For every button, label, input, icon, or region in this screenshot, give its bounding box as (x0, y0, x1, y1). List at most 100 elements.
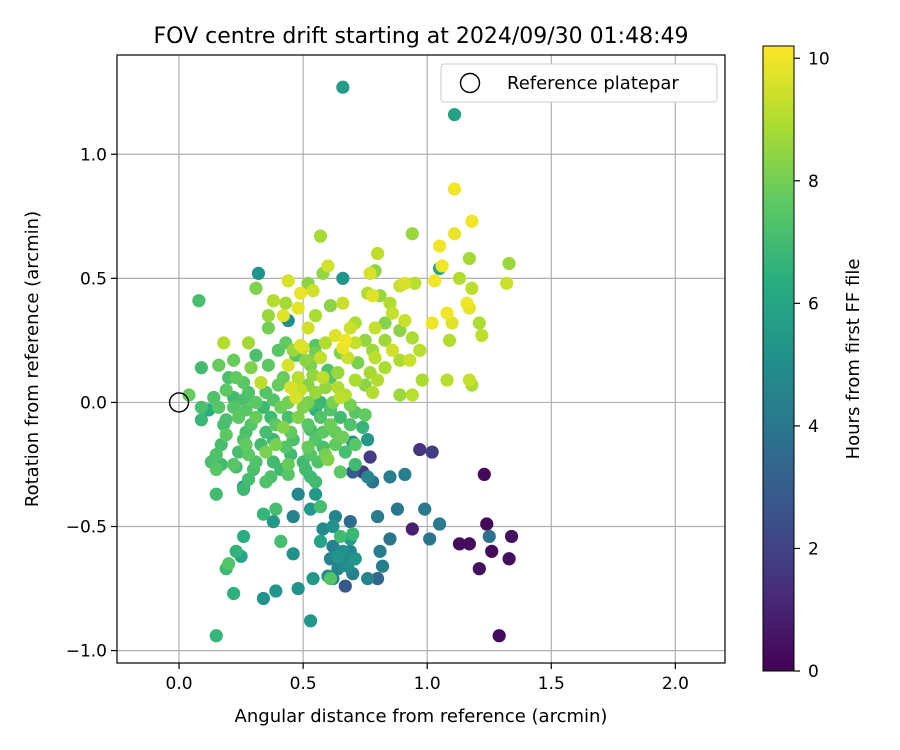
data-point (269, 502, 283, 516)
legend-box (440, 63, 718, 103)
data-point (435, 259, 449, 273)
data-point (323, 299, 338, 313)
data-point (405, 522, 419, 536)
y-tick-label: 1.0 (80, 145, 107, 165)
data-point (227, 400, 241, 414)
data-point (405, 331, 419, 345)
data-point (480, 517, 494, 531)
data-point (269, 584, 283, 598)
data-point (348, 552, 362, 566)
data-point (375, 559, 390, 573)
data-point (261, 358, 275, 372)
colorbar-tick-label: 0 (808, 662, 819, 682)
x-tick-label: 2.0 (662, 674, 689, 694)
data-point (284, 380, 298, 395)
data-point (259, 475, 273, 489)
data-point (341, 351, 355, 365)
data-point (269, 438, 283, 452)
data-point (504, 529, 519, 544)
data-point (472, 316, 486, 330)
data-point (222, 557, 236, 571)
data-point (343, 418, 357, 432)
data-point (303, 502, 318, 516)
data-point (209, 447, 223, 462)
data-point (331, 562, 345, 576)
data-point (209, 629, 223, 643)
data-point (274, 534, 288, 549)
data-point (346, 527, 360, 541)
data-point (321, 259, 335, 273)
data-point (289, 390, 303, 405)
data-point (291, 581, 305, 596)
data-point (393, 388, 407, 402)
data-point (316, 371, 330, 385)
data-point (276, 308, 290, 323)
data-point (502, 552, 516, 566)
data-point (433, 517, 447, 531)
data-point (249, 395, 263, 410)
data-point (366, 385, 380, 400)
data-point (212, 358, 226, 372)
colorbar-tick-label: 10 (808, 49, 830, 69)
data-point (291, 487, 305, 501)
data-point (232, 410, 246, 424)
data-point (348, 457, 362, 472)
data-point (256, 507, 271, 521)
data-point (209, 487, 223, 501)
data-point (279, 440, 293, 454)
grid-lines (117, 55, 725, 663)
x-tick-label: 0.0 (166, 674, 193, 694)
data-point (378, 333, 392, 347)
data-point (333, 529, 347, 544)
y-axis-ticks: −1.0 −0.5 0.0 0.5 1.0 (66, 145, 117, 662)
colorbar-ticks: 0 2 4 6 8 10 (794, 49, 830, 682)
data-point (331, 366, 345, 380)
data-point (182, 388, 196, 402)
data-point (500, 276, 514, 290)
data-point (418, 502, 432, 516)
data-point (338, 333, 352, 347)
data-point (492, 629, 506, 643)
data-point (415, 373, 429, 387)
data-point (358, 333, 372, 347)
data-point (398, 276, 412, 290)
data-point (413, 442, 427, 457)
data-point (452, 271, 467, 285)
data-point (281, 274, 295, 288)
data-point (440, 306, 454, 320)
data-point (301, 418, 315, 432)
data-point (281, 410, 295, 424)
data-point (323, 418, 338, 432)
colorbar-tick-label: 6 (808, 294, 819, 314)
data-point (207, 390, 221, 405)
data-point (192, 294, 206, 308)
data-point (393, 353, 407, 367)
data-point (408, 276, 422, 290)
colorbar-tick-label: 8 (808, 172, 819, 192)
data-point (313, 229, 328, 243)
data-point (413, 343, 427, 357)
data-point (303, 614, 318, 628)
colorbar-tick-label: 2 (808, 539, 819, 559)
data-point (385, 306, 400, 320)
data-point (447, 182, 462, 196)
data-point (249, 348, 263, 362)
y-tick-label: −1.0 (66, 642, 107, 662)
data-point (318, 380, 333, 395)
data-point (370, 373, 385, 387)
reference-marker (168, 392, 190, 413)
data-point (398, 313, 412, 328)
data-point (361, 433, 375, 447)
data-point (313, 410, 328, 424)
data-point (256, 591, 271, 606)
data-point (254, 375, 268, 390)
data-point (343, 514, 357, 529)
data-point (331, 549, 345, 563)
data-point (348, 336, 362, 350)
data-point (336, 271, 350, 285)
data-point (333, 390, 347, 405)
data-point (249, 410, 263, 424)
data-point (219, 428, 233, 442)
data-point (363, 450, 377, 464)
data-point (214, 438, 228, 452)
